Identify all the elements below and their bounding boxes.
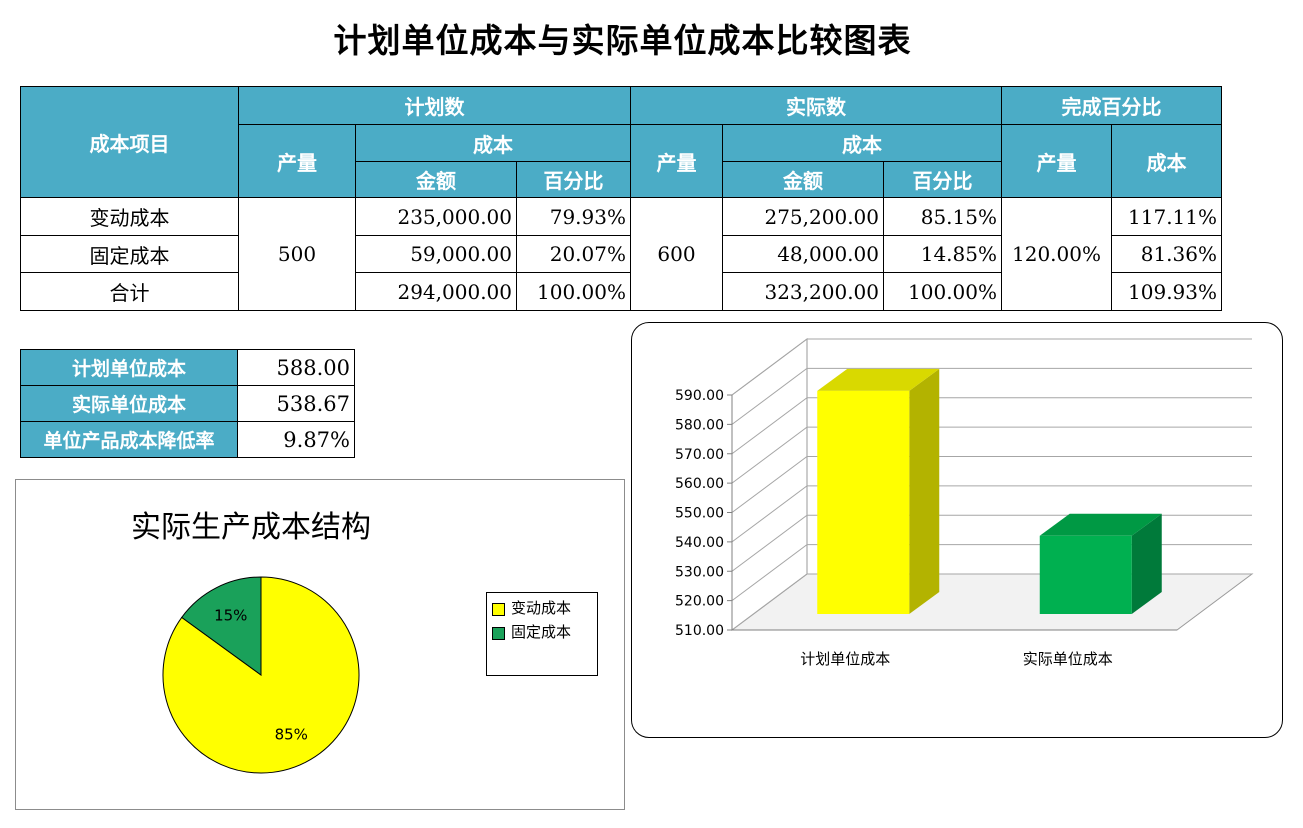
completion-output-value: 120.00%: [1001, 197, 1112, 311]
header-completion-cost: 成本: [1111, 124, 1222, 198]
header-actual-amount: 金额: [722, 161, 884, 198]
gridline: [731, 397, 1252, 455]
chart-floor: [730, 573, 1254, 631]
header-actual: 实际数: [630, 86, 1002, 125]
table-row: 变动成本 500 235,000.00 79.93% 600 275,200.0…: [20, 197, 1222, 311]
bar: [817, 390, 910, 614]
row-name: 变动成本: [20, 197, 239, 236]
pie-legend: 变动成本 固定成本: [486, 592, 598, 676]
gridline: [731, 338, 1252, 396]
legend-label: 变动成本: [511, 599, 572, 617]
gridline: [731, 514, 1252, 572]
y-tick-label: 580.00: [675, 417, 724, 433]
table-row: 合计 294,000.00 100.00% 323,200.00 100.00%…: [20, 272, 1222, 311]
header-plan-output: 产量: [238, 124, 356, 198]
row-name: 合计: [20, 272, 239, 311]
header-plan: 计划数: [238, 86, 631, 125]
summary-label: 计划单位成本: [20, 349, 238, 386]
header-completion: 完成百分比: [1001, 86, 1222, 125]
summary-row: 实际单位成本 538.67: [20, 385, 355, 422]
legend-swatch-yellow: [492, 603, 505, 616]
y-tick-label: 560.00: [675, 476, 724, 492]
y-tick-label: 550.00: [675, 506, 724, 522]
summary-row: 单位产品成本降低率 9.87%: [20, 421, 355, 458]
actual-pct-cell: 100.00%: [883, 272, 1002, 311]
gridline: [731, 456, 1252, 513]
y-tick-label: 510.00: [675, 623, 724, 639]
bar-top: [817, 368, 940, 391]
page-title: 计划单位成本与实际单位成本比较图表: [333, 21, 912, 60]
summary-value: 9.87%: [237, 421, 355, 458]
actual-amount-cell: 323,200.00: [722, 272, 884, 311]
completion-cost-cell: 109.93%: [1111, 272, 1222, 311]
gridline: [731, 485, 1252, 543]
header-plan-cost: 成本: [355, 124, 631, 162]
completion-cost-cell: 117.11%: [1111, 197, 1222, 236]
y-tick-label: 520.00: [675, 594, 724, 610]
header-actual-pct: 百分比: [883, 161, 1002, 198]
plan-pct-cell: 20.07%: [516, 235, 631, 273]
summary-label: 实际单位成本: [20, 385, 238, 422]
header-completion-output: 产量: [1001, 124, 1112, 198]
plan-pct-cell: 100.00%: [516, 272, 631, 311]
y-tick-label: 590.00: [675, 388, 724, 404]
pie-chart: 实际生产成本结构 85% 15% 变动成本 固定成本: [15, 479, 625, 810]
summary-table: 计划单位成本 588.00 实际单位成本 538.67 单位产品成本降低率 9.…: [20, 349, 355, 458]
legend-label: 固定成本: [511, 623, 572, 641]
plan-amount-cell: 235,000.00: [355, 197, 517, 236]
summary-label: 单位产品成本降低率: [20, 421, 238, 458]
bar: [1039, 535, 1132, 614]
pie-data-label: 15%: [214, 607, 247, 625]
header-plan-amount: 金额: [355, 161, 517, 198]
plan-amount-cell: 59,000.00: [355, 235, 517, 273]
pie-slice: [181, 576, 262, 676]
plan-amount-cell: 294,000.00: [355, 272, 517, 311]
row-name: 固定成本: [20, 235, 239, 273]
actual-pct-cell: 14.85%: [883, 235, 1002, 273]
x-tick-label: 计划单位成本: [800, 650, 890, 668]
pie-data-label: 85%: [275, 725, 308, 743]
header-actual-output: 产量: [630, 124, 723, 198]
pie-plot: 85% 15%: [162, 576, 360, 774]
y-tick-label: 540.00: [675, 535, 724, 551]
legend-swatch-green: [492, 627, 505, 640]
header-plan-pct: 百分比: [516, 161, 631, 198]
header-cost-item: 成本项目: [20, 86, 239, 198]
legend-item: 变动成本: [487, 599, 597, 617]
summary-value: 538.67: [237, 385, 355, 422]
plan-output-value: 500: [238, 197, 356, 311]
actual-pct-cell: 85.15%: [883, 197, 1002, 236]
bar-plot: 510.00 520.00 530.00 540.00 550.00 560.00 570.…: [675, 338, 1254, 668]
summary-row: 计划单位成本 588.00: [20, 349, 355, 386]
actual-output-value: 600: [630, 197, 723, 311]
cost-table: 成本项目 计划数 实际数 完成百分比 产量 成本 产量 成本 产量 成本 金额 …: [20, 86, 1222, 311]
gridline: [731, 367, 1252, 425]
bar-side: [909, 368, 940, 614]
completion-cost-cell: 81.36%: [1111, 235, 1222, 273]
x-tick-label: 实际单位成本: [1023, 650, 1113, 668]
bar-side: [1131, 513, 1162, 614]
legend-item: 固定成本: [487, 623, 597, 641]
bar-chart: 510.00 520.00 530.00 540.00 550.00 560.00 570.…: [631, 322, 1283, 738]
gridline: [731, 426, 1252, 484]
header-actual-cost: 成本: [722, 124, 1002, 162]
plan-pct-cell: 79.93%: [516, 197, 631, 236]
y-tick-label: 570.00: [675, 447, 724, 463]
bar-top: [1039, 513, 1162, 536]
pie-chart-title: 实际生产成本结构: [131, 510, 371, 545]
actual-amount-cell: 275,200.00: [722, 197, 884, 236]
y-tick-label: 530.00: [675, 564, 724, 580]
actual-amount-cell: 48,000.00: [722, 235, 884, 273]
summary-value: 588.00: [237, 349, 355, 386]
